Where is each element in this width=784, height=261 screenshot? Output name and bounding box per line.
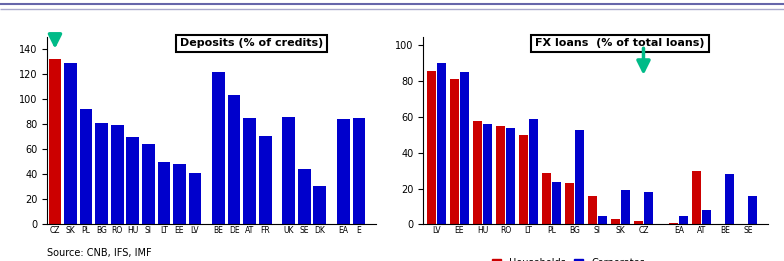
Bar xyxy=(437,63,446,224)
Bar xyxy=(96,123,108,224)
Bar xyxy=(298,169,310,224)
Bar xyxy=(111,126,124,224)
Bar xyxy=(474,121,482,224)
Bar xyxy=(80,109,93,224)
Bar xyxy=(212,72,225,224)
Bar xyxy=(64,63,77,224)
Bar xyxy=(353,118,365,224)
Bar xyxy=(565,183,574,224)
Bar xyxy=(506,128,515,224)
Bar xyxy=(529,119,538,224)
Bar xyxy=(588,196,597,224)
Bar xyxy=(243,118,256,224)
Bar xyxy=(634,221,643,224)
Bar xyxy=(259,135,271,224)
Bar xyxy=(460,72,469,224)
Bar xyxy=(314,186,326,224)
Bar xyxy=(621,191,630,224)
Text: Deposits (% of credits): Deposits (% of credits) xyxy=(180,38,323,49)
Bar xyxy=(725,174,734,224)
Bar xyxy=(552,181,561,224)
Bar xyxy=(612,219,620,224)
Bar xyxy=(49,59,61,224)
Bar xyxy=(282,117,295,224)
Bar xyxy=(543,173,551,224)
Bar xyxy=(337,119,350,224)
Bar xyxy=(496,126,505,224)
Bar xyxy=(519,135,528,224)
Text: Source: CNB, IFS, IMF: Source: CNB, IFS, IMF xyxy=(47,248,151,258)
Legend: Households, Corporates: Households, Corporates xyxy=(488,254,649,261)
Bar xyxy=(126,137,139,224)
Bar xyxy=(189,173,201,224)
Text: FX loans  (% of total loans): FX loans (% of total loans) xyxy=(535,38,705,49)
Bar xyxy=(702,210,711,224)
Bar xyxy=(483,124,492,224)
Bar xyxy=(142,144,154,224)
Bar xyxy=(680,216,688,224)
Bar xyxy=(749,196,757,224)
Bar xyxy=(427,70,436,224)
Bar xyxy=(575,130,584,224)
Bar xyxy=(450,80,459,224)
Bar xyxy=(173,164,186,224)
Bar xyxy=(644,192,653,224)
Bar xyxy=(598,216,607,224)
Bar xyxy=(670,223,678,224)
Bar xyxy=(692,171,701,224)
Bar xyxy=(158,162,170,224)
Bar xyxy=(227,96,241,224)
